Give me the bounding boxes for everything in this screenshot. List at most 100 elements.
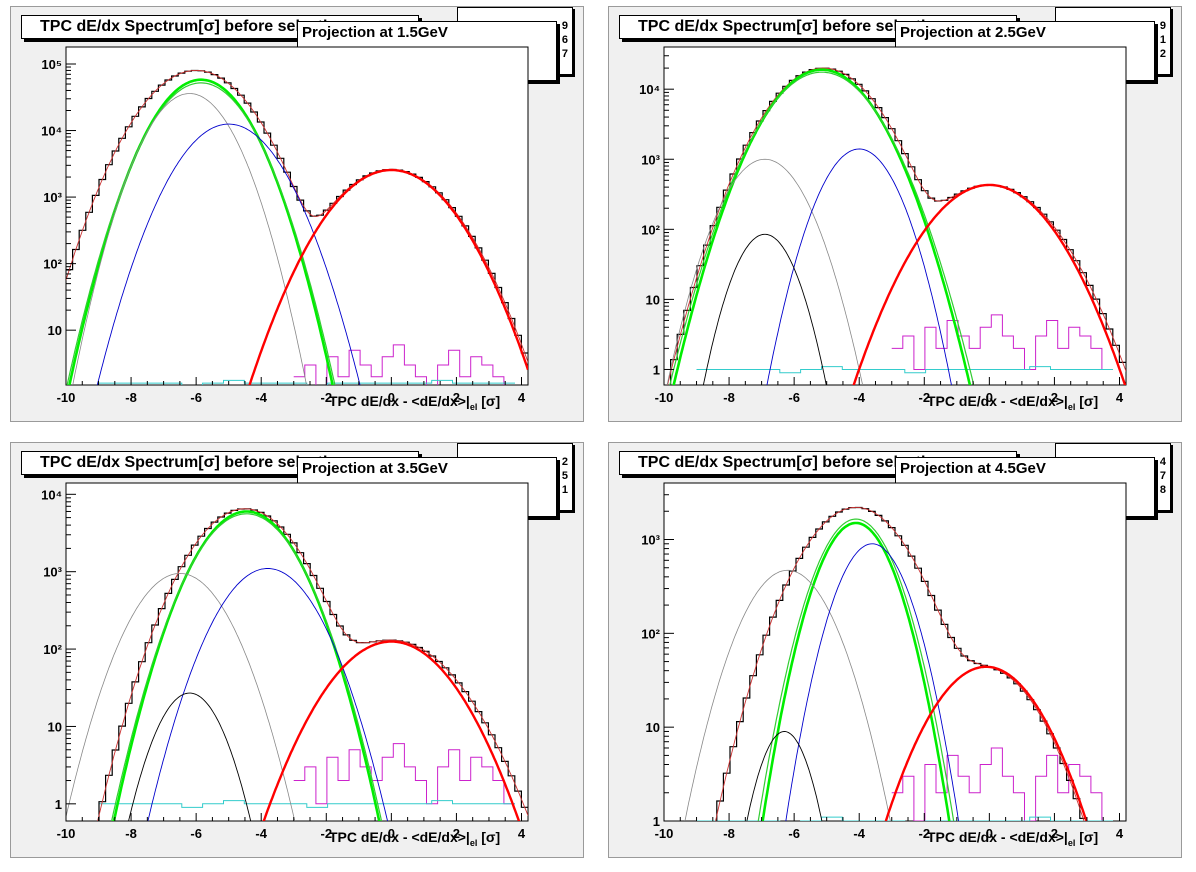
x-axis-title-unit: [σ]	[1075, 393, 1099, 409]
plot-area: -10 -8 -6 -4 -2 0 2 4 1 10 10² 10³ 10⁴	[639, 46, 1127, 405]
stats-value: 7	[561, 48, 568, 60]
plot-area: -10 -8 -6 -4 -2 0 2 4 10 10² 10³ 10⁴ 10⁵	[41, 46, 529, 405]
series-proton-curve	[766, 148, 952, 385]
x-tick-label: -6	[788, 390, 800, 405]
x-tick-label: 2	[453, 826, 460, 841]
x-axis-title-main: TPC dE/dx - <dE/dx>|	[329, 829, 470, 845]
stats-value: 1	[1159, 34, 1166, 46]
x-tick-label: 0	[986, 826, 993, 841]
stats-value: 6	[561, 34, 568, 46]
x-tick-label: 0	[388, 826, 395, 841]
x-tick-label: -10	[57, 826, 76, 841]
x-axis-title-sub: el	[469, 401, 478, 412]
x-tick-label: 2	[1051, 390, 1058, 405]
y-tick-label: 1	[55, 797, 62, 812]
plot-frame	[65, 46, 529, 386]
x-tick-label: 4	[518, 390, 526, 405]
x-axis-title-main: TPC dE/dx - <dE/dx>|	[927, 393, 1068, 409]
series-pion2-curve	[669, 71, 975, 385]
series-cyan-hist	[696, 366, 1113, 374]
series-pion2-curve	[111, 513, 383, 821]
series-magenta-hist	[293, 344, 505, 385]
y-tick-label: 10³	[641, 532, 660, 547]
y-tick-label: 10	[646, 292, 660, 307]
x-axis-title-main: TPC dE/dx - <dE/dx>|	[927, 829, 1068, 845]
x-tick-label: 0	[986, 390, 993, 405]
x-axis-title-unit: [σ]	[477, 829, 501, 845]
series-kaon-curve	[666, 158, 864, 385]
series-total-fit	[715, 506, 1085, 821]
x-tick-label: -4	[853, 390, 865, 405]
stats-value: 9	[1159, 20, 1166, 32]
y-tick-label: 10⁴	[639, 82, 660, 97]
stats-value: 5	[561, 470, 568, 482]
series-total-fit	[97, 508, 528, 821]
series-pion-curve	[761, 521, 951, 821]
x-axis-title: TPC dE/dx - <dE/dx>|el [σ]	[329, 829, 500, 848]
y-tick-label: 10²	[641, 222, 660, 237]
x-axis-title-unit: [σ]	[477, 393, 501, 409]
series-electron-curve	[852, 183, 1126, 385]
y-tick-label: 1	[653, 362, 660, 377]
stats-value: 1	[561, 484, 568, 496]
y-tick-label: 10²	[43, 257, 62, 272]
y-tick-label: 10	[48, 323, 62, 338]
y-tick-label: 10⁴	[41, 487, 62, 502]
y-tick-label: 10	[48, 719, 62, 734]
x-axis-title-unit: [σ]	[1075, 829, 1099, 845]
x-tick-label: -4	[853, 826, 865, 841]
series-deuteron-curve	[128, 692, 252, 821]
x-axis-title-main: TPC dE/dx - <dE/dx>|	[329, 393, 470, 409]
plot-frame	[65, 482, 529, 822]
x-tick-label: -4	[255, 826, 267, 841]
x-tick-label: 2	[453, 390, 460, 405]
series-data-histogram	[98, 508, 528, 821]
x-axis-title: TPC dE/dx - <dE/dx>|el [σ]	[927, 393, 1098, 412]
plot-frame	[663, 46, 1127, 386]
x-tick-label: -4	[255, 390, 267, 405]
series-kaon-curve	[684, 569, 891, 821]
x-tick-label: -10	[655, 826, 674, 841]
stats-value: 2	[561, 456, 568, 468]
x-tick-label: -10	[57, 390, 76, 405]
y-tick-label: 1	[653, 814, 660, 829]
series-electron-curve	[248, 168, 528, 385]
histogram-panel-3: TPC dE/dx Spectrum[σ] before selection 2 5…	[10, 442, 584, 858]
series-electron-curve	[884, 665, 1088, 821]
plot-area: -10 -8 -6 -4 -2 0 2 4 1 10 10² 10³ 10⁴	[41, 482, 529, 841]
x-tick-label: -8	[125, 390, 137, 405]
series-cyan-hist	[98, 379, 515, 385]
y-tick-label: 10²	[43, 642, 62, 657]
series-cyan-hist	[696, 816, 1113, 821]
x-tick-label: -8	[723, 390, 735, 405]
x-tick-label: -8	[125, 826, 137, 841]
x-axis-title-sub: el	[1067, 837, 1076, 848]
y-tick-label: 10³	[641, 152, 660, 167]
y-tick-label: 10³	[43, 565, 62, 580]
x-tick-label: 2	[1051, 826, 1058, 841]
histogram-panel-1: TPC dE/dx Spectrum[σ] before selection 9 6…	[10, 6, 584, 422]
stats-value: 4	[1159, 456, 1166, 468]
y-tick-label: 10²	[641, 626, 660, 641]
stats-value: 2	[1159, 48, 1166, 60]
x-axis-title: TPC dE/dx - <dE/dx>|el [σ]	[329, 393, 500, 412]
series-magenta-hist	[891, 747, 1113, 821]
x-tick-label: -6	[190, 826, 202, 841]
series-proton-curve	[96, 123, 361, 385]
series-proton-curve	[785, 543, 960, 821]
y-tick-label: 10⁴	[41, 124, 62, 139]
stats-value: 8	[1159, 484, 1166, 496]
series-deuteron-curve	[702, 233, 827, 385]
x-axis-title: TPC dE/dx - <dE/dx>|el [σ]	[927, 829, 1098, 848]
series-magenta-hist	[293, 743, 515, 805]
x-axis-title-sub: el	[469, 837, 478, 848]
x-tick-label: -2	[919, 390, 931, 405]
y-tick-label: 10⁵	[41, 57, 62, 72]
series-kaon-curve	[72, 93, 307, 385]
series-pion-curve	[672, 68, 972, 385]
x-tick-label: -8	[723, 826, 735, 841]
x-tick-label: -10	[655, 390, 674, 405]
x-tick-label: -6	[190, 390, 202, 405]
series-pion2-curve	[757, 518, 955, 821]
stats-value: 9	[561, 20, 568, 32]
